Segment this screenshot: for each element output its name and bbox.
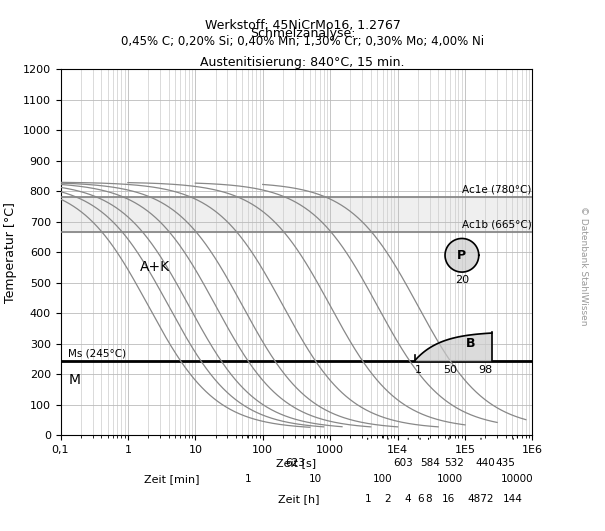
Text: 100: 100 [373, 474, 393, 484]
Text: 4: 4 [405, 494, 411, 504]
Text: 20: 20 [455, 275, 469, 285]
Text: 10: 10 [309, 474, 322, 484]
Text: 1: 1 [364, 494, 371, 504]
Text: Austenitisierung: 840°C, 15 min.: Austenitisierung: 840°C, 15 min. [200, 56, 405, 68]
Text: 4872: 4872 [468, 494, 494, 504]
Polygon shape [445, 238, 479, 272]
Text: Ac1e (780°C): Ac1e (780°C) [462, 185, 532, 195]
Text: M: M [68, 373, 80, 388]
Text: 144: 144 [503, 494, 523, 504]
Text: 50: 50 [443, 365, 457, 375]
Text: 6: 6 [417, 494, 424, 504]
Text: 16: 16 [442, 494, 456, 504]
Text: 1: 1 [414, 365, 421, 375]
Text: 532: 532 [445, 458, 465, 468]
Text: 440: 440 [476, 458, 495, 468]
Y-axis label: Temperatur [°C]: Temperatur [°C] [4, 202, 17, 303]
Text: B: B [466, 337, 475, 350]
Text: Schmelzanalyse:: Schmelzanalyse: [250, 27, 355, 39]
Text: 584: 584 [420, 458, 440, 468]
Text: 435: 435 [495, 458, 515, 468]
Text: Ac1b (665°C): Ac1b (665°C) [462, 220, 532, 230]
Text: 1: 1 [244, 474, 251, 484]
Text: A+K: A+K [140, 261, 170, 275]
Text: © Datenbank StahlWissen: © Datenbank StahlWissen [580, 205, 588, 326]
Text: 98: 98 [478, 365, 492, 375]
Text: 0,45% C; 0,20% Si; 0,40% Mn; 1,30% Cr; 0,30% Mo; 4,00% Ni: 0,45% C; 0,20% Si; 0,40% Mn; 1,30% Cr; 0… [121, 35, 484, 47]
Text: P: P [457, 249, 466, 262]
Text: 10000: 10000 [501, 474, 534, 484]
Text: Werkstoff: 45NiCrMo16, 1.2767: Werkstoff: 45NiCrMo16, 1.2767 [204, 19, 401, 31]
Bar [60, 198, 532, 233]
Text: 623: 623 [285, 458, 305, 468]
Text: 1000: 1000 [437, 474, 463, 484]
Text: Zeit [min]: Zeit [min] [143, 474, 199, 484]
X-axis label: Zeit [s]: Zeit [s] [276, 458, 316, 468]
Polygon shape [415, 333, 492, 361]
Text: 2: 2 [385, 494, 391, 504]
Text: 603: 603 [393, 458, 413, 468]
Text: Zeit [h]: Zeit [h] [278, 494, 319, 504]
Text: Ms (245°C): Ms (245°C) [68, 348, 126, 358]
Text: 8: 8 [425, 494, 432, 504]
